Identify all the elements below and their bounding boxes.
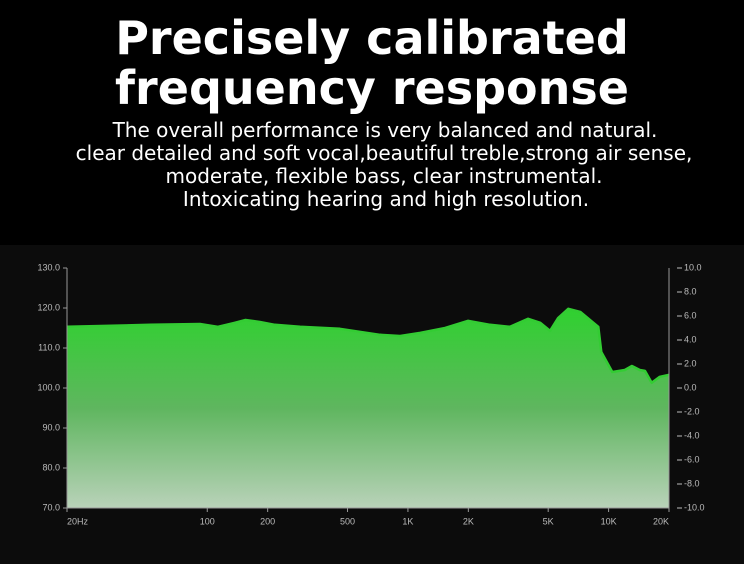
- y2-tick-label: 8.0: [684, 286, 697, 296]
- subtitle-line: clear detailed and soft vocal,beautiful …: [76, 141, 693, 165]
- subtitle-line: Intoxicating hearing and high resolution…: [183, 187, 589, 211]
- area-fill: [67, 308, 669, 508]
- response-line: [66, 307, 670, 385]
- x-tick-label: 20Hz: [67, 516, 89, 526]
- y2-tick-label: -10.0: [684, 502, 705, 512]
- y-tick-label: 110.0: [38, 342, 60, 352]
- subtitle-line: The overall performance is very balanced…: [112, 118, 658, 142]
- x-tick-label: 500: [340, 516, 355, 526]
- x-tick-label: 100: [200, 516, 215, 526]
- y-tick-label: 100.0: [37, 382, 60, 392]
- y-tick-label: 130.0: [37, 262, 60, 272]
- x-tick-label: 10K: [601, 516, 617, 526]
- y-tick-label: 90.0: [42, 422, 60, 432]
- y2-tick-label: -8.0: [684, 478, 700, 488]
- x-tick-label: 5K: [543, 516, 554, 526]
- y2-tick-label: 10.0: [684, 262, 702, 272]
- y2-tick-label: -4.0: [684, 430, 700, 440]
- x-tick-label: 1K: [402, 516, 413, 526]
- y2-tick-label: 6.0: [684, 310, 697, 320]
- title-line: Precisely calibrated: [115, 11, 629, 65]
- title-line: frequency response: [115, 61, 629, 115]
- y2-tick-label: 2.0: [684, 358, 697, 368]
- y2-tick-label: -2.0: [684, 406, 700, 416]
- x-tick-label: 200: [260, 516, 275, 526]
- x-tick-label: 2K: [463, 516, 474, 526]
- y-tick-label: 80.0: [42, 462, 60, 472]
- x-tick-label: 20K: [653, 516, 669, 526]
- y2-tick-label: 0.0: [684, 382, 697, 392]
- y2-tick-label: -6.0: [684, 454, 700, 464]
- y-tick-label: 70.0: [42, 502, 60, 512]
- subtitle-line: moderate, flexible bass, clear instrumen…: [166, 164, 603, 188]
- y-tick-label: 120.0: [37, 302, 60, 312]
- y2-tick-label: 4.0: [684, 334, 697, 344]
